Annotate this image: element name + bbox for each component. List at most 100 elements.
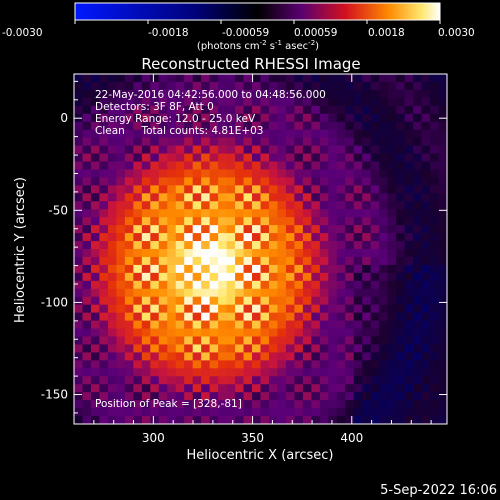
heatmap-cell: [74, 328, 84, 338]
heatmap-cell: [353, 368, 363, 377]
heatmap-cell: [192, 304, 202, 314]
heatmap-cell: [302, 336, 312, 346]
heatmap-cell: [226, 264, 236, 274]
heatmap-cell: [370, 233, 380, 242]
heatmap-cell: [302, 121, 312, 131]
heatmap-cell: [184, 416, 194, 424]
heatmap-cell: [201, 352, 211, 361]
heatmap-cell: [421, 376, 431, 385]
heatmap-cell: [328, 320, 338, 330]
heatmap-cell: [404, 225, 414, 234]
heatmap-cell: [116, 408, 126, 417]
heatmap-cell: [226, 328, 236, 338]
heatmap-cell: [413, 256, 423, 266]
heatmap-cell: [133, 169, 143, 178]
heatmap-cell: [285, 272, 296, 282]
heatmap-cell: [430, 256, 440, 266]
heatmap-cell: [184, 368, 194, 377]
heatmap-cell: [150, 74, 160, 83]
heatmap-cell: [370, 280, 380, 290]
heatmap-cell: [345, 193, 355, 202]
heatmap-cell: [353, 304, 363, 314]
heatmap-cell: [302, 249, 312, 258]
heatmap-cell: [167, 217, 177, 226]
heatmap-cell: [319, 153, 329, 163]
heatmap-cell: [133, 137, 143, 147]
heatmap-cell: [150, 145, 160, 155]
heatmap-cell: [404, 121, 414, 131]
heatmap-cell: [82, 280, 92, 290]
heatmap-cell: [150, 336, 160, 346]
heatmap-cell: [82, 376, 92, 385]
heatmap-cell: [396, 169, 406, 178]
heatmap-cell: [133, 312, 143, 322]
heatmap-cell: [141, 177, 151, 186]
heatmap-cell: [370, 121, 380, 131]
heatmap-cell: [99, 209, 109, 218]
heatmap-cell: [413, 392, 423, 401]
heatmap-cell: [192, 89, 202, 99]
heatmap-cell: [396, 81, 406, 91]
heatmap-cell: [336, 225, 346, 234]
heatmap-cell: [438, 193, 447, 202]
heatmap-cell: [345, 328, 355, 338]
heatmap-cell: [345, 185, 355, 194]
heatmap-cell: [421, 217, 431, 226]
heatmap-cell: [184, 400, 194, 409]
heatmap-cell: [413, 233, 423, 242]
heatmap-cell: [158, 336, 168, 346]
heatmap-cell: [379, 113, 389, 123]
heatmap-cell: [311, 328, 321, 338]
heatmap-cell: [158, 225, 168, 234]
heatmap-cell: [175, 312, 185, 322]
heatmap-cell: [328, 416, 338, 424]
heatmap-cell: [107, 368, 117, 377]
heatmap-cell: [90, 336, 101, 346]
heatmap-cell: [370, 328, 380, 338]
heatmap-cell: [421, 241, 431, 250]
colorbar-tick-label: 0.00059: [294, 27, 337, 39]
heatmap-cell: [353, 360, 363, 369]
heatmap-cell: [252, 352, 262, 361]
heatmap-cell: [243, 145, 253, 155]
heatmap-cell: [277, 74, 287, 83]
heatmap-cell: [218, 408, 228, 417]
heatmap-cell: [235, 304, 245, 314]
heatmap-cell: [413, 272, 423, 282]
heatmap-cell: [311, 169, 321, 178]
heatmap-cell: [133, 161, 143, 171]
heatmap-cell: [302, 225, 312, 234]
heatmap-cell: [430, 288, 440, 298]
heatmap-cell: [192, 384, 202, 393]
heatmap-cell: [175, 81, 185, 91]
heatmap-cell: [268, 336, 279, 346]
heatmap-cell: [116, 74, 126, 83]
heatmap-cell: [167, 336, 177, 346]
heatmap-cell: [362, 217, 372, 226]
heatmap-cell: [252, 81, 262, 91]
heatmap-cell: [285, 352, 296, 361]
heatmap-cell: [311, 177, 321, 186]
heatmap-cell: [413, 352, 423, 361]
heatmap-cell: [218, 185, 228, 194]
heatmap-cell: [107, 304, 117, 314]
heatmap-cell: [302, 352, 312, 361]
heatmap-cell: [336, 392, 346, 401]
heatmap-cell: [82, 296, 92, 306]
heatmap-cell: [218, 113, 228, 123]
heatmap-cell: [430, 312, 440, 322]
heatmap-cell: [192, 249, 202, 258]
heatmap-cell: [184, 153, 194, 163]
heatmap-cell: [260, 193, 270, 202]
heatmap-cell: [277, 249, 287, 258]
heatmap-cell: [268, 113, 279, 123]
heatmap-cell: [268, 193, 279, 202]
heatmap-cell: [430, 272, 440, 282]
heatmap-cell: [74, 384, 84, 393]
heatmap-cell: [184, 392, 194, 401]
heatmap-cell: [133, 89, 143, 99]
heatmap-cell: [319, 368, 329, 377]
heatmap-cell: [345, 272, 355, 282]
heatmap-cell: [252, 272, 262, 282]
heatmap-cell: [235, 408, 245, 417]
